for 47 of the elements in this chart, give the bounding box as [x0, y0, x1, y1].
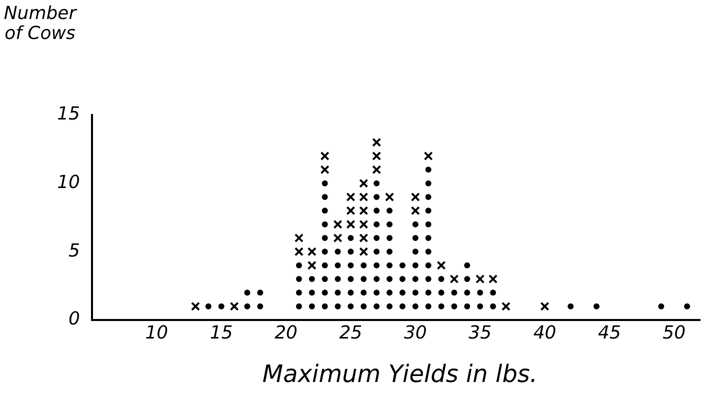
point — [501, 302, 510, 311]
point — [346, 206, 356, 216]
x-tick-label: 50 — [662, 322, 686, 344]
point — [346, 192, 356, 202]
y-tick-label: 10 — [57, 172, 80, 194]
point — [359, 178, 368, 188]
point — [540, 302, 550, 311]
point — [384, 192, 394, 202]
point — [294, 247, 304, 256]
point — [190, 302, 200, 311]
x-tick-label: 35 — [468, 322, 492, 344]
point — [307, 247, 316, 256]
point — [436, 260, 446, 270]
point — [424, 151, 433, 161]
point — [320, 151, 330, 161]
y-axis-title: Number of Cows — [2, 3, 78, 44]
point — [307, 260, 316, 270]
y-tick-label: 5 — [68, 240, 80, 262]
x-tick-label: 15 — [210, 322, 233, 344]
point — [488, 274, 498, 284]
point — [294, 233, 304, 243]
x-tick-label: 45 — [598, 322, 621, 344]
point — [346, 220, 356, 229]
point — [372, 165, 382, 174]
point — [372, 151, 382, 161]
point — [410, 192, 420, 202]
point — [333, 233, 342, 243]
x-tick-label: 10 — [145, 322, 168, 344]
point — [476, 274, 485, 284]
point — [359, 247, 368, 256]
x-tick-label: 40 — [533, 322, 556, 344]
point — [359, 220, 368, 229]
point — [359, 206, 368, 216]
y-tick-label: 15 — [57, 104, 80, 125]
point — [450, 274, 459, 284]
point — [320, 165, 330, 174]
point — [372, 138, 382, 147]
point — [410, 206, 420, 216]
y-tick-label: 0 — [68, 308, 80, 330]
x-axis-title: Maximum Yields in lbs. — [261, 360, 539, 388]
point — [359, 233, 368, 243]
x-tick-label: 25 — [339, 322, 362, 344]
point — [333, 220, 342, 229]
point — [359, 192, 368, 202]
point — [230, 302, 239, 311]
x-tick-label: 30 — [404, 322, 427, 344]
x-tick-label: 20 — [274, 322, 298, 344]
